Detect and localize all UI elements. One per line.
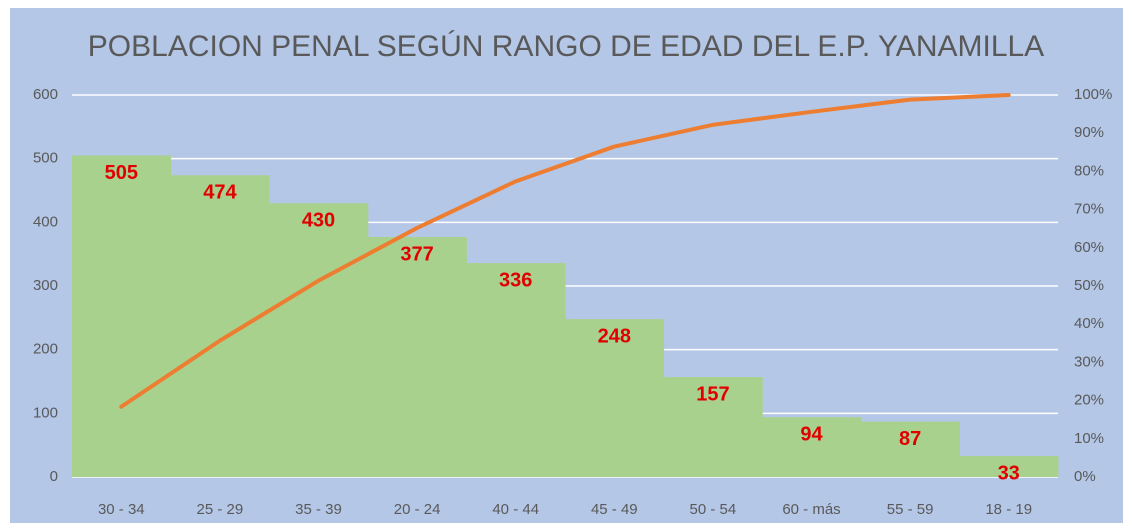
x-tick-label: 18 - 19 — [985, 501, 1032, 518]
x-tick-label: 40 - 44 — [492, 501, 539, 518]
y-tick-label: 300 — [33, 277, 58, 294]
bar — [170, 175, 270, 477]
bar — [367, 236, 467, 477]
data-label: 474 — [203, 182, 237, 204]
data-label: 157 — [696, 383, 729, 405]
y-tick-label: 0 — [50, 468, 58, 485]
data-label: 248 — [598, 325, 631, 347]
y2-tick-label: 100% — [1074, 86, 1112, 103]
x-tick-label: 45 - 49 — [591, 501, 638, 518]
y2-tick-label: 0% — [1074, 468, 1096, 485]
y-tick-label: 100 — [33, 404, 58, 421]
x-tick-label: 25 - 29 — [197, 501, 244, 518]
data-label: 377 — [400, 243, 433, 265]
x-tick-label: 35 - 39 — [295, 501, 342, 518]
x-tick-label: 60 - más — [782, 501, 840, 518]
data-label: 33 — [998, 462, 1020, 484]
chart-title: POBLACION PENAL SEGÚN RANGO DE EDAD DEL … — [88, 30, 1044, 63]
x-tick-label: 20 - 24 — [394, 501, 441, 518]
bar — [860, 421, 960, 477]
bar — [466, 263, 566, 477]
x-tick-label: 55 - 59 — [887, 501, 934, 518]
x-tick-label: 50 - 54 — [690, 501, 737, 518]
y2-tick-label: 30% — [1074, 353, 1104, 370]
y-tick-label: 200 — [33, 341, 58, 358]
y2-tick-label: 20% — [1074, 392, 1104, 409]
y-tick-label: 600 — [33, 86, 58, 103]
y2-tick-label: 50% — [1074, 277, 1104, 294]
y2-tick-label: 90% — [1074, 124, 1104, 141]
data-label: 430 — [302, 210, 335, 232]
y2-tick-label: 70% — [1074, 201, 1104, 218]
bar — [762, 417, 862, 477]
bar — [269, 203, 369, 477]
bar — [565, 319, 665, 477]
bar — [72, 155, 172, 477]
x-tick-label: 30 - 34 — [98, 501, 145, 518]
data-label: 505 — [105, 162, 138, 184]
bar — [663, 377, 763, 477]
y2-tick-label: 60% — [1074, 239, 1104, 256]
y2-tick-label: 40% — [1074, 315, 1104, 332]
y2-tick-label: 10% — [1074, 430, 1104, 447]
y2-tick-label: 80% — [1074, 162, 1104, 179]
y-tick-label: 400 — [33, 213, 58, 230]
y-tick-label: 500 — [33, 150, 58, 167]
data-label: 336 — [499, 269, 532, 291]
bar — [959, 455, 1059, 477]
data-label: 87 — [899, 428, 921, 450]
data-label: 94 — [800, 423, 823, 445]
cumulative-line — [119, 93, 1011, 409]
